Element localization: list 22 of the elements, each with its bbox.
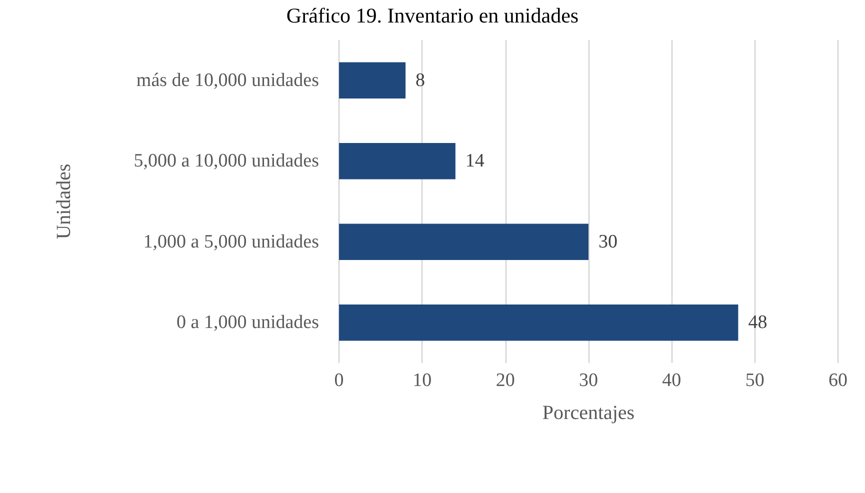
chart-title: Gráfico 19. Inventario en unidades (286, 4, 579, 28)
data-label: 48 (748, 312, 768, 334)
x-tick-label: 10 (412, 370, 432, 391)
data-label: 14 (465, 150, 485, 172)
data-label: 8 (416, 70, 426, 91)
x-tick-label: 60 (828, 370, 848, 391)
x-tick-label: 50 (745, 370, 764, 391)
bar (339, 304, 738, 341)
y-axis-title: Unidades (53, 164, 75, 240)
x-axis-title: Porcentajes (542, 402, 635, 424)
bar (339, 142, 456, 180)
bar (339, 62, 406, 99)
y-tick-label: más de 10,000 unidades (136, 70, 319, 91)
y-tick-label: 0 a 1,000 unidades (176, 312, 319, 334)
x-tick-label: 30 (579, 370, 598, 391)
x-tick-label: 0 (334, 370, 344, 391)
y-tick-label: 1,000 a 5,000 unidades (143, 231, 319, 252)
bar (339, 224, 588, 260)
x-tick-label: 40 (662, 370, 682, 391)
data-label: 30 (598, 231, 618, 252)
x-tick-label: 20 (496, 370, 515, 391)
y-tick-label: 5,000 a 10,000 unidades (134, 150, 319, 172)
